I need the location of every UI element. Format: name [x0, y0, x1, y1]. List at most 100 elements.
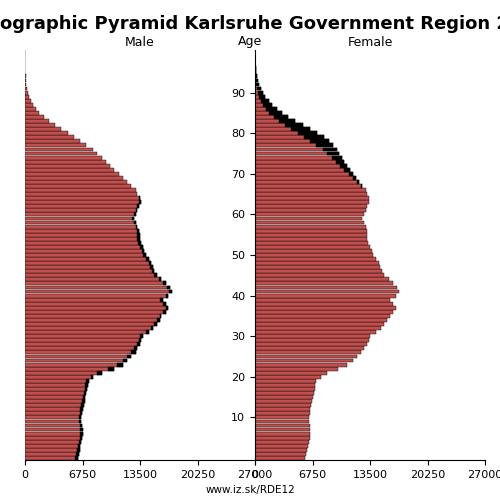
Bar	[25, 371, 102, 374]
Bar	[25, 334, 142, 338]
Bar	[25, 261, 151, 265]
Bar	[255, 354, 357, 358]
Bar	[255, 257, 376, 261]
Bar	[336, 160, 344, 164]
Bar	[304, 136, 324, 139]
Bar	[25, 78, 26, 82]
Bar	[279, 119, 295, 123]
Bar	[255, 74, 257, 78]
Bar	[25, 366, 114, 370]
Bar	[134, 220, 136, 224]
Bar	[160, 314, 162, 318]
Bar	[255, 448, 307, 452]
Bar	[255, 456, 306, 460]
Bar	[255, 216, 362, 220]
Bar	[340, 164, 347, 168]
Bar	[80, 412, 82, 415]
Bar	[25, 115, 44, 119]
Bar	[255, 188, 366, 192]
Bar	[323, 148, 337, 152]
Bar	[263, 103, 272, 106]
Bar	[255, 127, 310, 131]
Bar	[166, 294, 168, 298]
Bar	[158, 278, 162, 281]
Bar	[25, 375, 93, 378]
Bar	[255, 395, 313, 399]
Bar	[25, 298, 163, 302]
Bar	[25, 220, 136, 224]
Bar	[25, 306, 168, 310]
Bar	[255, 115, 288, 119]
Bar	[146, 330, 148, 334]
Bar	[25, 237, 140, 240]
Bar	[344, 168, 350, 172]
Bar	[25, 432, 82, 436]
Bar	[76, 456, 78, 460]
Bar	[25, 290, 172, 294]
Bar	[25, 448, 80, 452]
Bar	[25, 278, 162, 281]
Bar	[25, 184, 132, 188]
Bar	[132, 216, 134, 220]
Bar	[25, 156, 102, 160]
Bar	[255, 99, 268, 102]
Bar	[25, 274, 157, 277]
Bar	[136, 208, 138, 212]
Bar	[255, 66, 256, 70]
Bar	[255, 412, 310, 415]
Bar	[25, 103, 33, 106]
Bar	[25, 395, 86, 399]
Bar	[25, 95, 29, 98]
Bar	[255, 107, 277, 111]
Bar	[255, 212, 364, 216]
Bar	[255, 375, 322, 378]
Bar	[255, 261, 378, 265]
Bar	[78, 444, 80, 448]
Bar	[255, 78, 258, 82]
Bar	[25, 354, 132, 358]
Bar	[151, 326, 153, 330]
Bar	[25, 140, 80, 143]
Bar	[25, 123, 55, 127]
Bar	[163, 302, 166, 306]
Bar	[255, 444, 308, 448]
Bar	[255, 184, 362, 188]
Bar	[123, 358, 127, 362]
Bar	[258, 90, 262, 94]
Bar	[256, 74, 257, 78]
Bar	[25, 302, 166, 306]
Bar	[255, 440, 308, 444]
Bar	[25, 216, 134, 220]
Bar	[255, 82, 259, 86]
Bar	[139, 200, 141, 204]
Bar	[255, 176, 356, 180]
Bar	[255, 152, 340, 156]
Bar	[255, 399, 312, 403]
Bar	[77, 448, 80, 452]
Bar	[78, 416, 81, 420]
Bar	[255, 302, 393, 306]
Bar	[255, 224, 366, 228]
Bar	[25, 188, 136, 192]
Bar	[78, 420, 81, 424]
Bar	[86, 383, 88, 387]
Bar	[25, 176, 123, 180]
Bar	[25, 196, 140, 200]
Bar	[25, 132, 68, 135]
Bar	[255, 249, 372, 253]
Bar	[84, 387, 87, 391]
Bar	[25, 245, 142, 249]
Bar	[157, 318, 160, 322]
Bar	[255, 111, 282, 115]
Bar	[255, 160, 344, 164]
Bar	[255, 140, 329, 143]
Bar	[255, 314, 390, 318]
Bar	[168, 286, 170, 290]
Bar	[140, 334, 142, 338]
Bar	[255, 428, 310, 432]
Bar	[255, 424, 310, 428]
Bar	[134, 212, 136, 216]
Bar	[255, 144, 334, 148]
Bar	[138, 237, 140, 240]
Bar	[255, 286, 398, 290]
